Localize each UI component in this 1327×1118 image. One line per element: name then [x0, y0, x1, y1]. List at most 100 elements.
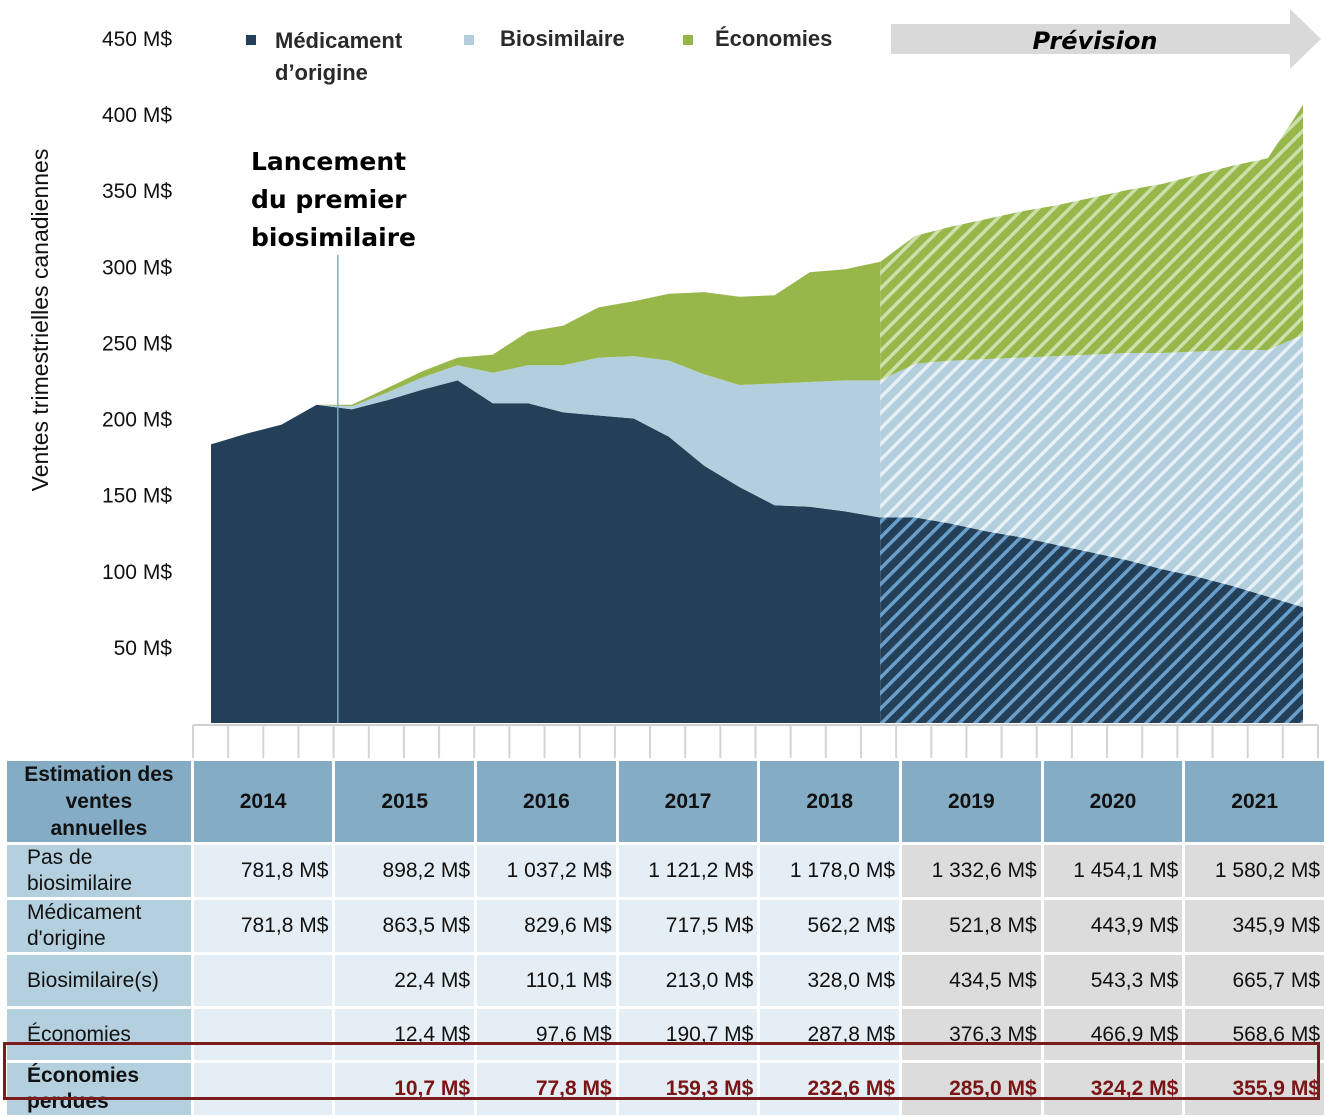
- year-header: 2021: [1185, 761, 1324, 842]
- row-label-line: Médicament: [27, 901, 142, 924]
- corner-line-3: annuelles: [50, 817, 148, 840]
- legend: Médicament d’origine Biosimilaire Économ…: [246, 26, 832, 85]
- launch-annotation: Lancement du premier biosimilaire: [251, 147, 416, 252]
- legend-swatch-original: [246, 35, 256, 45]
- table-cell: 665,7 M$: [1185, 955, 1324, 1006]
- table-row: Économies 12,4 M$ 97,6 M$ 190,7 M$ 287,8 M$ 3…: [7, 1009, 1324, 1060]
- row-label-line: Pas de: [27, 846, 93, 869]
- year-header: 2015: [335, 761, 475, 842]
- y-tick-label: 400 M$: [102, 104, 172, 127]
- stacked-area-chart: Ventes trimestrielles canadiennes 50 M$ 1…: [27, 9, 1321, 758]
- area-original-drug-forecast: [880, 517, 1303, 723]
- area-savings-historical: [211, 261, 881, 445]
- table-cell: 12,4 M$: [335, 1009, 475, 1060]
- year-header: 2019: [902, 761, 1041, 842]
- x-axis-ticks: [192, 724, 1319, 758]
- table-cell: 1 121,2 M$: [618, 845, 758, 897]
- row-label: Économies: [7, 1009, 191, 1060]
- area-biosimilar-forecast: [880, 334, 1303, 608]
- area-series-group: [211, 104, 1303, 723]
- table-cell: 781,8 M$: [193, 900, 333, 952]
- legend-label-savings: Économies: [715, 26, 832, 51]
- table-cell: 466,9 M$: [1043, 1009, 1183, 1060]
- table-cell: 10,7 M$: [335, 1063, 475, 1115]
- table-cell: 110,1 M$: [477, 955, 616, 1006]
- legend-label-original-line2: d’origine: [275, 60, 368, 85]
- y-tick-label: 200 M$: [102, 409, 172, 432]
- table-cell: 190,7 M$: [618, 1009, 758, 1060]
- row-label: Médicament d'origine: [7, 900, 191, 952]
- area-original-drug-historical: [211, 380, 881, 723]
- table-row: Pas de biosimilaire 781,8 M$ 898,2 M$ 1 037,…: [7, 845, 1324, 897]
- annotation-line-1: Lancement: [251, 147, 406, 176]
- table-cell: 328,0 M$: [760, 955, 899, 1006]
- table-cell: 717,5 M$: [618, 900, 758, 952]
- corner-line-2: ventes: [65, 790, 133, 813]
- table-cell: 287,8 M$: [760, 1009, 899, 1060]
- table-cell: 1 037,2 M$: [477, 845, 616, 897]
- y-axis-ticks: 50 M$ 100 M$ 150 M$ 200 M$ 250 M$ 300 M$ 350 M…: [102, 28, 172, 660]
- table-cell: [193, 955, 333, 1006]
- table-cell: 829,6 M$: [477, 900, 616, 952]
- year-header: 2016: [477, 761, 616, 842]
- row-label: Biosimilaire(s): [7, 955, 191, 1006]
- table-cell: 376,3 M$: [902, 1009, 1041, 1060]
- row-label-line: biosimilaire: [27, 872, 133, 895]
- legend-label-original-line1: Médicament: [275, 28, 403, 53]
- table-cell: 355,9 M$: [1185, 1063, 1324, 1115]
- annotation-line-2: du premier: [251, 185, 407, 214]
- y-tick-label: 50 M$: [114, 637, 173, 660]
- table-cell: 97,6 M$: [477, 1009, 616, 1060]
- table-cell: [193, 1063, 333, 1115]
- table-cell: 213,0 M$: [618, 955, 758, 1006]
- forecast-arrow-shape: [891, 9, 1321, 69]
- legend-swatch-savings: [683, 35, 693, 45]
- table-cell: 232,6 M$: [760, 1063, 899, 1115]
- table-cell: 324,2 M$: [1043, 1063, 1183, 1115]
- table-cell: 159,3 M$: [618, 1063, 758, 1115]
- table-cell: [193, 1009, 333, 1060]
- table-cell: 562,2 M$: [760, 900, 899, 952]
- table-cell: 345,9 M$: [1185, 900, 1324, 952]
- table-cell: 434,5 M$: [902, 955, 1041, 1006]
- area-savings-forecast: [880, 104, 1303, 381]
- table-cell: 543,3 M$: [1043, 955, 1183, 1006]
- annotation-line-3: biosimilaire: [251, 223, 416, 252]
- row-label: Économies perdues: [7, 1063, 191, 1115]
- table-row: Médicament d'origine 781,8 M$ 863,5 M$ 829,6…: [7, 900, 1324, 952]
- year-header: 2020: [1043, 761, 1183, 842]
- y-tick-label: 150 M$: [102, 485, 172, 508]
- table-cell: 568,6 M$: [1185, 1009, 1324, 1060]
- forecast-label: Prévision: [1033, 27, 1158, 55]
- table-cell: 1 454,1 M$: [1043, 845, 1183, 897]
- table-cell: 781,8 M$: [193, 845, 333, 897]
- row-label-line: d'origine: [27, 927, 106, 950]
- table-cell: 77,8 M$: [477, 1063, 616, 1115]
- y-tick-label: 450 M$: [102, 28, 172, 51]
- area-biosimilar-historical: [211, 356, 881, 518]
- year-header: 2014: [193, 761, 333, 842]
- row-label-line: Biosimilaire(s): [27, 968, 159, 992]
- table-cell: 898,2 M$: [335, 845, 475, 897]
- y-tick-label: 250 M$: [102, 332, 172, 355]
- legend-label-biosimilar: Biosimilaire: [500, 26, 625, 51]
- table-corner-header: Estimation des ventes annuelles: [7, 761, 191, 842]
- table-cell: 443,9 M$: [1043, 900, 1183, 952]
- y-tick-label: 350 M$: [102, 180, 172, 203]
- annual-sales-table: Estimation des ventes annuelles 2014 201…: [4, 758, 1327, 1118]
- year-header: 2018: [760, 761, 899, 842]
- table-cell: 863,5 M$: [335, 900, 475, 952]
- y-tick-label: 100 M$: [102, 561, 172, 584]
- legend-swatch-biosimilar: [464, 35, 474, 45]
- corner-line-1: Estimation des: [24, 763, 174, 786]
- table-cell: 521,8 M$: [902, 900, 1041, 952]
- row-label-line: Économies: [27, 1064, 140, 1087]
- table-cell: 22,4 M$: [335, 955, 475, 1006]
- row-label-line: Économies: [27, 1022, 131, 1046]
- table-cell: 1 580,2 M$: [1185, 845, 1324, 897]
- year-header: 2017: [618, 761, 758, 842]
- y-axis-title: Ventes trimestrielles canadiennes: [27, 149, 53, 492]
- row-label-line: perdues: [27, 1090, 109, 1113]
- table-row: Biosimilaire(s) 22,4 M$ 110,1 M$ 213,0 M$ 32…: [7, 955, 1324, 1006]
- table-header-row: Estimation des ventes annuelles 2014 201…: [7, 761, 1324, 842]
